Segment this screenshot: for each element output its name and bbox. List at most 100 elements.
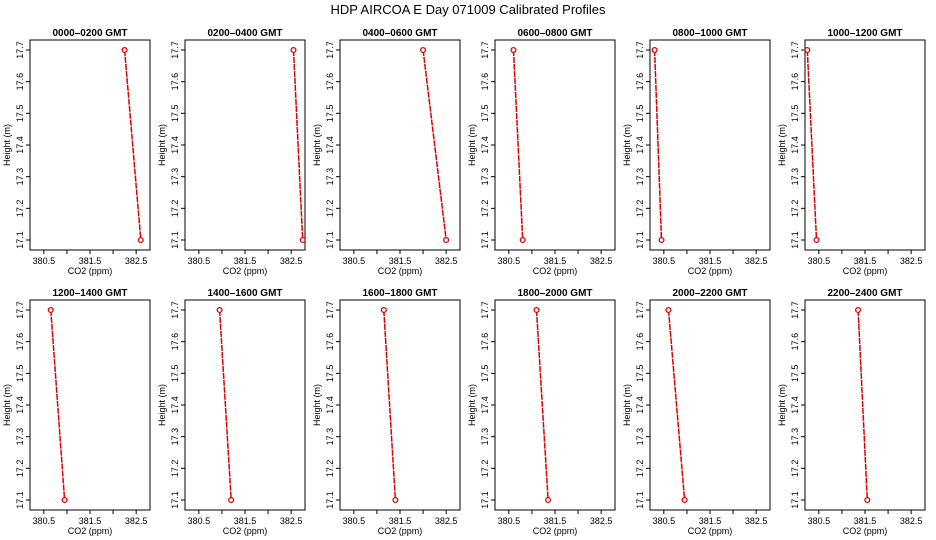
y-axis-label: Height (m) (157, 124, 167, 166)
x-tick-label: 382.5 (590, 256, 613, 266)
y-tick-label: 17.4 (790, 396, 800, 414)
x-tick-label: 382.5 (280, 516, 303, 526)
y-tick-label: 17.3 (325, 168, 335, 186)
x-axis-label: CO2 (ppm) (533, 526, 578, 536)
data-point (299, 236, 306, 244)
y-tick-label: 17.1 (170, 491, 180, 509)
y-tick-label: 17.7 (325, 41, 335, 59)
chart-panel: 2000–2200 GMT 380.5 381.5 382.5 17.1 17.2 17.3… (622, 288, 771, 536)
y-tick-label: 17.1 (480, 491, 490, 509)
plot-frame (339, 39, 461, 251)
data-point (392, 496, 399, 504)
data-point (380, 306, 387, 314)
y-tick-label: 17.7 (790, 301, 800, 319)
x-tick-label: 382.5 (745, 256, 768, 266)
y-tick-label: 17.1 (170, 231, 180, 249)
x-tick-label: 380.5 (498, 256, 521, 266)
x-tick-label: 381.5 (389, 516, 412, 526)
y-axis-label: Height (m) (312, 384, 322, 426)
x-tick-label: 381.5 (234, 256, 257, 266)
data-point (533, 306, 540, 314)
data-point (443, 236, 450, 244)
y-tick-label: 17.7 (480, 301, 490, 319)
y-tick-label: 17.6 (635, 333, 645, 351)
y-tick-label: 17.2 (325, 200, 335, 218)
y-tick-label: 17.4 (635, 396, 645, 414)
x-tick-label: 381.5 (234, 516, 257, 526)
x-tick-label: 380.5 (808, 516, 831, 526)
series-line (653, 49, 663, 241)
y-tick-label: 17.5 (15, 365, 25, 383)
data-point (420, 46, 427, 54)
y-tick-label: 17.5 (170, 105, 180, 123)
y-tick-label: 17.4 (170, 136, 180, 154)
series-line (667, 309, 686, 501)
y-tick-label: 17.6 (170, 73, 180, 91)
chart-panel: 0000–0200 GMT 380.5 381.5 382.5 17.1 17.2 17.3… (2, 28, 151, 276)
y-tick-label: 17.1 (15, 231, 25, 249)
plot-frame (494, 39, 616, 251)
y-tick-label: 17.6 (15, 73, 25, 91)
y-tick-label: 17.7 (635, 41, 645, 59)
y-tick-label: 17.2 (15, 460, 25, 478)
y-tick-label: 17.4 (325, 396, 335, 414)
figure-title: HDP AIRCOA E Day 071009 Calibrated Profi… (330, 2, 606, 17)
y-axis-label: Height (m) (2, 384, 12, 426)
panel-grid: 0000–0200 GMT 380.5 381.5 382.5 17.1 17.2 17.3… (2, 28, 926, 536)
x-tick-label: 381.5 (854, 516, 877, 526)
y-tick-label: 17.1 (790, 231, 800, 249)
data-point (47, 306, 54, 314)
y-tick-label: 17.7 (170, 301, 180, 319)
x-axis-label: CO2 (ppm) (378, 266, 423, 276)
data-point (681, 496, 688, 504)
panel-title: 1600–1800 GMT (362, 288, 437, 299)
data-point (216, 306, 223, 314)
plot-frame (804, 39, 926, 251)
data-point (510, 46, 517, 54)
y-tick-label: 17.2 (480, 200, 490, 218)
y-tick-label: 17.2 (170, 460, 180, 478)
x-axis-label: CO2 (ppm) (533, 266, 578, 276)
y-tick-label: 17.5 (15, 105, 25, 123)
y-tick-label: 17.6 (635, 73, 645, 91)
x-axis-label: CO2 (ppm) (68, 266, 113, 276)
x-tick-label: 381.5 (544, 516, 567, 526)
x-axis-label: CO2 (ppm) (688, 526, 733, 536)
data-point (545, 496, 552, 504)
x-tick-label: 381.5 (699, 256, 722, 266)
x-axis-label: CO2 (ppm) (378, 526, 423, 536)
y-tick-label: 17.4 (170, 396, 180, 414)
x-tick-label: 382.5 (280, 256, 303, 266)
x-tick-label: 382.5 (435, 516, 458, 526)
x-axis-label: CO2 (ppm) (843, 266, 888, 276)
y-tick-label: 17.2 (170, 200, 180, 218)
chart-panel: 1600–1800 GMT 380.5 381.5 382.5 17.1 17.2 17.3… (312, 288, 461, 536)
x-tick-label: 380.5 (498, 516, 521, 526)
data-point (651, 46, 658, 54)
y-tick-label: 17.5 (480, 105, 490, 123)
y-tick-label: 17.3 (15, 168, 25, 186)
y-tick-label: 17.1 (635, 491, 645, 509)
y-tick-label: 17.3 (480, 168, 490, 186)
y-tick-label: 17.1 (635, 231, 645, 249)
y-tick-label: 17.3 (170, 428, 180, 446)
x-tick-label: 382.5 (125, 256, 148, 266)
x-tick-label: 380.5 (808, 256, 831, 266)
x-tick-label: 381.5 (699, 516, 722, 526)
x-tick-label: 380.5 (343, 256, 366, 266)
y-tick-label: 17.3 (170, 168, 180, 186)
panel-title: 1400–1600 GMT (207, 288, 282, 299)
y-axis-label: Height (m) (777, 384, 787, 426)
data-point (804, 46, 811, 54)
y-tick-label: 17.3 (480, 428, 490, 446)
y-tick-label: 17.7 (15, 41, 25, 59)
y-axis-label: Height (m) (777, 124, 787, 166)
y-tick-label: 17.6 (480, 73, 490, 91)
series-line (50, 309, 66, 501)
x-tick-label: 380.5 (343, 516, 366, 526)
y-tick-label: 17.2 (635, 200, 645, 218)
y-tick-label: 17.1 (790, 491, 800, 509)
series-line (806, 49, 818, 241)
y-tick-label: 17.1 (325, 491, 335, 509)
y-tick-label: 17.6 (15, 333, 25, 351)
